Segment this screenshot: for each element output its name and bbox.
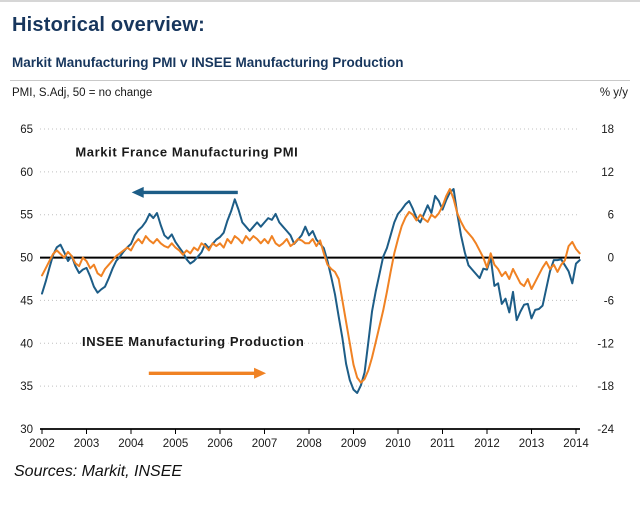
svg-text:2003: 2003 <box>74 438 100 450</box>
svg-text:18: 18 <box>601 124 614 136</box>
chart-title: Markit Manufacturing PMI v INSEE Manufac… <box>12 55 404 70</box>
left-axis-caption: PMI, S.Adj, 50 = no change <box>12 87 153 99</box>
svg-text:-18: -18 <box>597 381 614 393</box>
svg-text:65: 65 <box>20 124 33 136</box>
series-right <box>41 188 581 384</box>
svg-text:30: 30 <box>20 424 33 436</box>
svg-text:2005: 2005 <box>163 438 189 450</box>
svg-text:6: 6 <box>608 210 614 222</box>
svg-text:45: 45 <box>20 295 33 307</box>
svg-text:INSEE Manufacturing Production: INSEE Manufacturing Production <box>82 334 304 349</box>
svg-text:-12: -12 <box>597 338 614 350</box>
svg-text:35: 35 <box>20 381 33 393</box>
svg-text:12: 12 <box>601 167 614 179</box>
page-title: Historical overview: <box>12 14 205 36</box>
divider <box>10 80 630 81</box>
svg-text:-24: -24 <box>597 424 614 436</box>
svg-text:2014: 2014 <box>563 438 589 450</box>
svg-text:-6: -6 <box>604 295 614 307</box>
svg-text:2013: 2013 <box>519 438 545 450</box>
svg-text:2011: 2011 <box>430 438 455 450</box>
svg-text:Markit France Manufacturing PM: Markit France Manufacturing PMI <box>75 144 298 159</box>
svg-text:60: 60 <box>20 167 33 179</box>
svg-text:2006: 2006 <box>207 438 233 450</box>
svg-text:2009: 2009 <box>341 438 367 450</box>
svg-text:40: 40 <box>20 338 33 350</box>
svg-text:55: 55 <box>20 210 33 222</box>
right-axis-caption: % y/y <box>599 87 628 99</box>
svg-text:2007: 2007 <box>252 438 278 450</box>
svg-text:2010: 2010 <box>385 438 411 450</box>
svg-text:2012: 2012 <box>474 438 500 450</box>
svg-text:2002: 2002 <box>29 438 55 450</box>
axis-caption-row: PMI, S.Adj, 50 = no change % y/y <box>12 87 628 99</box>
svg-text:2008: 2008 <box>296 438 322 450</box>
svg-text:2004: 2004 <box>118 438 144 450</box>
series-left <box>41 188 581 394</box>
svg-text:50: 50 <box>20 253 33 265</box>
sources-note: Sources: Markit, INSEE <box>14 463 183 480</box>
svg-text:0: 0 <box>608 253 614 265</box>
